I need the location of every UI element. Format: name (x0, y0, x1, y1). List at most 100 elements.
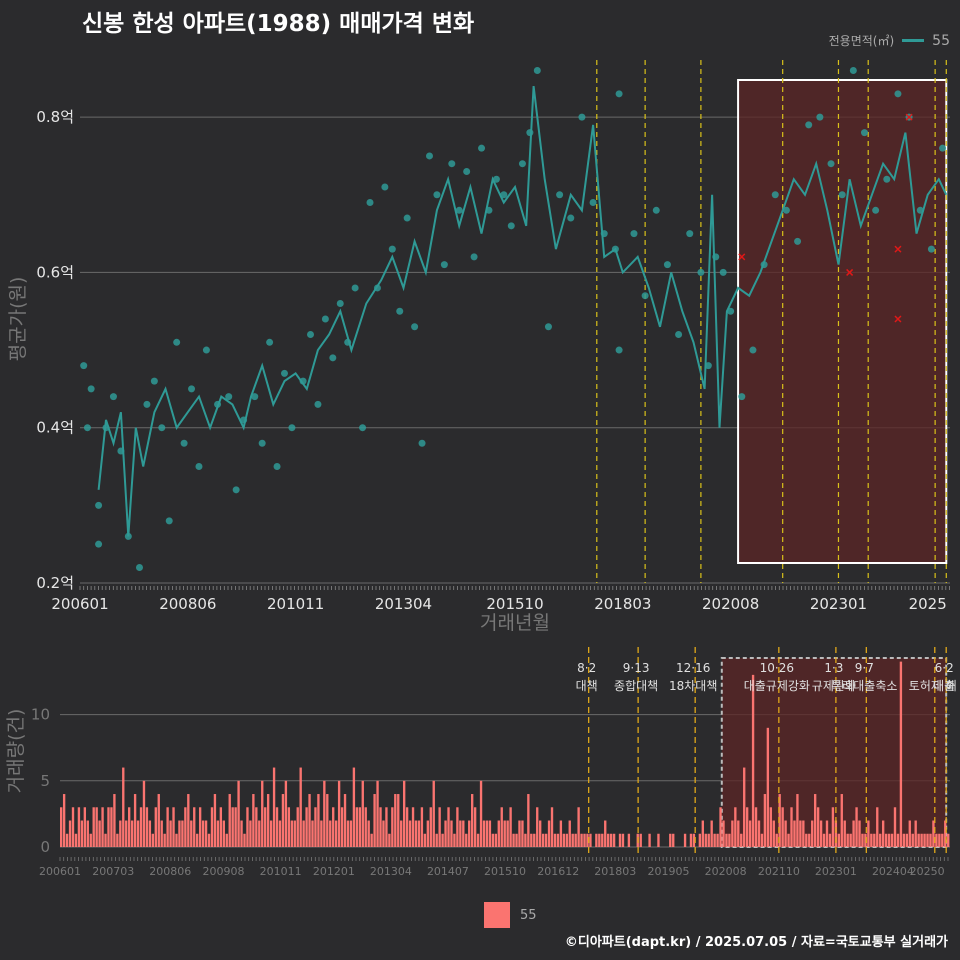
volume-bar (855, 807, 858, 847)
volume-bar (113, 794, 116, 847)
scatter-point (440, 261, 448, 269)
volume-bar (932, 820, 935, 847)
volume-bar (905, 833, 909, 847)
volume-bar (745, 807, 749, 847)
volume-bar (822, 833, 826, 847)
legend-bottom: 55 (484, 902, 537, 928)
scatter-point (251, 393, 259, 401)
volume-bar (332, 807, 335, 847)
volume-bar (405, 807, 409, 847)
volume-bar (799, 820, 802, 847)
volume-bar (935, 833, 938, 847)
volume-bar (266, 794, 270, 847)
scatter-point (463, 167, 471, 175)
x-tick-label-bottom: 202301 (815, 865, 857, 878)
x-tick-label-bottom: 200908 (203, 865, 245, 878)
volume-bar (456, 807, 459, 847)
y-tick-label-bottom: 0 (40, 838, 50, 856)
volume-bar (142, 780, 146, 847)
volume-bar (326, 794, 329, 847)
volume-bar (740, 833, 743, 847)
volume-bar (361, 780, 364, 847)
volume-bar (272, 767, 276, 847)
y-axis-title-bottom: 거래량(건) (5, 709, 27, 794)
volume-bar (213, 794, 217, 847)
volume-bar (944, 820, 947, 847)
volume-bar (908, 820, 911, 847)
scatter-point (697, 268, 705, 276)
volume-bar (893, 807, 897, 847)
volume-bar (246, 807, 249, 847)
volume-bar (476, 833, 480, 847)
volume-bar (417, 820, 421, 847)
volume-bar (527, 794, 530, 847)
policy-label-name: 특례대출축소 (831, 679, 897, 693)
scatter-point (273, 463, 281, 471)
volume-bar (598, 833, 601, 847)
volume-bar (136, 820, 140, 847)
y-tick-label: 0.6억 (36, 263, 74, 281)
volume-bar (258, 820, 261, 847)
legend-series-name: 55 (932, 32, 950, 49)
volume-bar (367, 820, 370, 847)
y-tick-label: 0.4억 (36, 419, 74, 437)
x-tick-label-bottom: 200601 (39, 865, 81, 878)
volume-bar (725, 833, 728, 847)
scatter-point (321, 315, 329, 323)
volume-bar (917, 833, 920, 847)
volume-bar (870, 833, 873, 847)
volume-bar (861, 833, 864, 847)
volume-bar (145, 807, 149, 847)
volume-bar (196, 833, 199, 847)
volume-bar (790, 807, 793, 847)
volume-bar (648, 833, 651, 847)
volume-bar (462, 820, 465, 847)
volume-bar (80, 820, 84, 847)
volume-bar (376, 780, 379, 847)
scatter-point (641, 292, 649, 300)
volume-bar (397, 794, 400, 847)
scatter-point (526, 129, 534, 137)
volume-bar (278, 820, 282, 847)
volume-bar (470, 794, 474, 847)
volume-bar (689, 833, 693, 847)
volume-bar (805, 833, 808, 847)
volume-bar (101, 807, 104, 847)
scatter-point (500, 191, 508, 199)
policy-label-date: 6·2 (935, 661, 954, 675)
scatter-point (727, 307, 735, 315)
volume-bar (731, 820, 734, 847)
volume-bar (775, 833, 778, 847)
scatter-point (749, 346, 757, 354)
volume-bar (843, 820, 846, 847)
volume-bar (193, 807, 196, 847)
volume-bar (302, 820, 305, 847)
volume-bar (506, 820, 509, 847)
outlier-marker (738, 253, 746, 261)
volume-bar (166, 807, 169, 847)
x-tick-label: 200806 (159, 595, 216, 613)
scatter-point (478, 144, 486, 152)
volume-bar (453, 833, 456, 847)
volume-bar (902, 833, 906, 847)
scatter-point (80, 362, 88, 370)
scatter-point (544, 323, 552, 331)
volume-bar (571, 833, 574, 847)
scatter-point (195, 463, 203, 471)
policy-label-date: 9·7 (855, 661, 874, 675)
volume-bar (802, 820, 805, 847)
volume-bar (148, 820, 152, 847)
volume-bar (231, 807, 234, 847)
volume-bar (881, 820, 885, 847)
volume-bar (228, 794, 231, 847)
volume-bar (65, 833, 69, 847)
volume-bar (621, 833, 625, 847)
volume-bar (473, 807, 477, 847)
volume-bar (402, 780, 406, 847)
volume-bar (846, 833, 849, 847)
volume-bar (438, 807, 441, 847)
volume-bar (701, 820, 704, 847)
scatter-point (470, 253, 478, 261)
scatter-point (95, 501, 103, 509)
volume-bar (116, 833, 119, 847)
